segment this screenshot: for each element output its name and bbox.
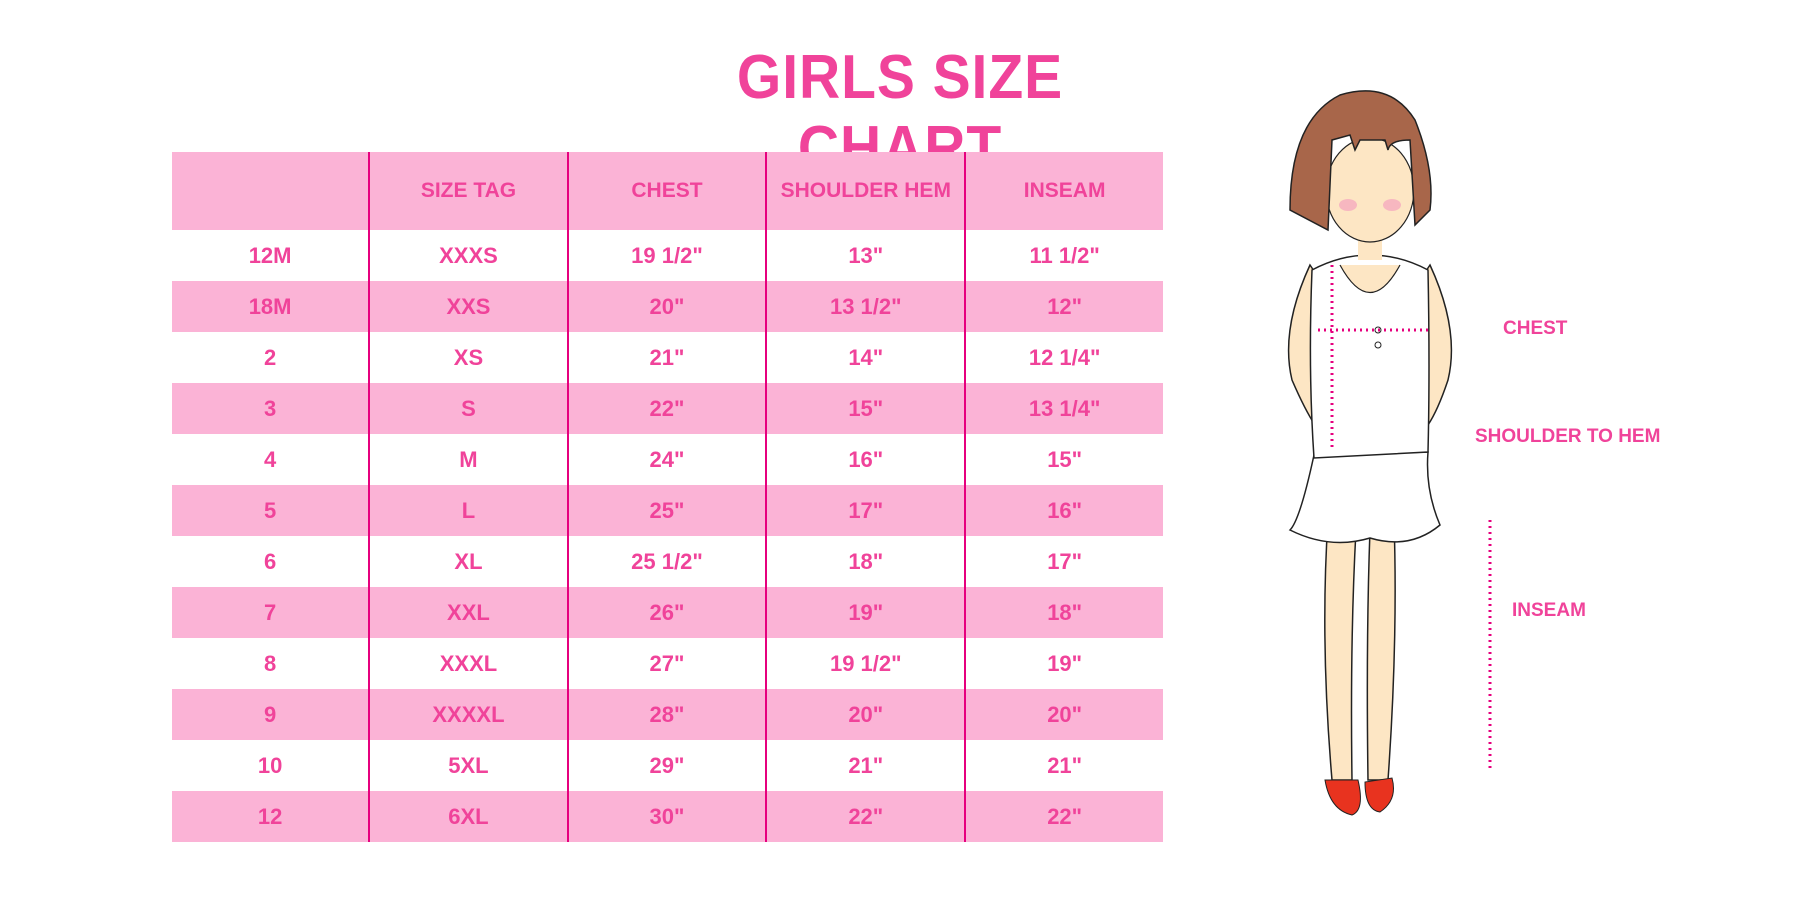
table-cell: XL xyxy=(368,536,568,587)
table-cell: 15" xyxy=(765,383,966,434)
table-cell: 19" xyxy=(964,638,1163,689)
table-cell: 25" xyxy=(566,485,767,536)
table-cell: 27" xyxy=(566,638,767,689)
table-cell: 19" xyxy=(765,587,966,638)
table-cell: 25 1/2" xyxy=(566,536,767,587)
table-cell: 15" xyxy=(964,434,1163,485)
table-cell: S xyxy=(368,383,568,434)
table-row: 5 L 25" 17" 16" xyxy=(172,485,1163,536)
table-cell: 14" xyxy=(765,332,966,383)
table-cell: 24" xyxy=(566,434,767,485)
table-cell: 13 1/4" xyxy=(964,383,1163,434)
column-header: INSEAM xyxy=(964,152,1163,230)
table-row: 6 XL 25 1/2" 18" 17" xyxy=(172,536,1163,587)
table-cell: 18" xyxy=(964,587,1163,638)
table-cell: XS xyxy=(368,332,568,383)
table-row: 4 M 24" 16" 15" xyxy=(172,434,1163,485)
size-table: SIZE TAG CHEST SHOULDER HEM INSEAM 12M XXXS 1… xyxy=(172,152,1163,842)
table-header: SIZE TAG CHEST SHOULDER HEM INSEAM xyxy=(172,152,1163,230)
table-cell: 16" xyxy=(964,485,1163,536)
table-cell: 9 xyxy=(172,689,370,740)
table-cell: 13" xyxy=(765,230,966,281)
table-cell: 11 1/2" xyxy=(964,230,1163,281)
column-header: SHOULDER HEM xyxy=(765,152,966,230)
table-cell: 26" xyxy=(566,587,767,638)
table-cell: L xyxy=(368,485,568,536)
chest-label: CHEST xyxy=(1503,318,1568,339)
table-cell: 19 1/2" xyxy=(765,638,966,689)
table-cell: 12 1/4" xyxy=(964,332,1163,383)
column-header xyxy=(172,152,370,230)
table-cell: 2 xyxy=(263,344,277,370)
table-row: 18M XXS 20" 13 1/2" 12" xyxy=(172,281,1163,332)
table-cell: 20" xyxy=(964,689,1163,740)
table-cell: 22" xyxy=(964,791,1163,842)
table-cell: 28" xyxy=(566,689,767,740)
table-cell: XXXL xyxy=(368,638,568,689)
table-row: 7 XXL 26" 19" 18" xyxy=(172,587,1163,638)
table-row: 8 XXXL 27" 19 1/2" 19" xyxy=(172,638,1163,689)
table-cell: 22" xyxy=(765,791,966,842)
column-header: SIZE TAG xyxy=(368,152,568,230)
table-cell: 20" xyxy=(765,689,966,740)
girl-illustration xyxy=(1287,90,1492,816)
table-cell: M xyxy=(368,434,568,485)
table-cell: 7 xyxy=(172,587,370,638)
table-cell: 21" xyxy=(566,332,767,383)
table-cell: 20" xyxy=(566,281,767,332)
table-row: 10 5XL 29" 21" 21" xyxy=(172,740,1163,791)
table-row: 2 XS 21" 14" 12 1/4" xyxy=(172,332,1163,383)
table-cell: 22" xyxy=(566,383,767,434)
column-header: CHEST xyxy=(566,152,767,230)
table-cell: 4 xyxy=(263,446,277,472)
table-cell: 6XL xyxy=(368,791,568,842)
table-cell: 8 xyxy=(263,650,277,676)
table-row: 12M XXXS 19 1/2" 13" 11 1/2" xyxy=(172,230,1163,281)
table-cell: 21" xyxy=(964,740,1163,791)
table-cell: 29" xyxy=(566,740,767,791)
inseam-label: INSEAM xyxy=(1512,600,1586,621)
table-cell: XXL xyxy=(368,587,568,638)
table-row: 12 6XL 30" 22" 22" xyxy=(172,791,1163,842)
table-cell: 12" xyxy=(964,281,1163,332)
table-cell: 18" xyxy=(765,536,966,587)
shoulder-to-hem-label: SHOULDER TO HEM xyxy=(1475,426,1661,447)
table-cell: 17" xyxy=(964,536,1163,587)
table-cell: 6 xyxy=(263,548,277,574)
table-cell: 13 1/2" xyxy=(765,281,966,332)
table-cell: 5 xyxy=(172,485,370,536)
table-cell: 19 1/2" xyxy=(566,230,767,281)
table-cell: 12M xyxy=(248,242,292,268)
table-cell: 3 xyxy=(172,383,370,434)
table-row: 9 XXXXL 28" 20" 20" xyxy=(172,689,1163,740)
table-cell: 18M xyxy=(172,281,370,332)
table-cell: XXS xyxy=(368,281,568,332)
table-cell: 30" xyxy=(566,791,767,842)
table-cell: XXXXL xyxy=(368,689,568,740)
table-cell: 10 xyxy=(257,752,283,778)
table-cell: XXXS xyxy=(368,230,568,281)
table-cell: 21" xyxy=(765,740,966,791)
table-cell: 12 xyxy=(172,791,370,842)
table-cell: 16" xyxy=(765,434,966,485)
page-title: GIRLS SIZE CHART xyxy=(736,43,1064,183)
table-cell: 5XL xyxy=(368,740,568,791)
table-row: 3 S 22" 15" 13 1/4" xyxy=(172,383,1163,434)
table-cell: 17" xyxy=(765,485,966,536)
